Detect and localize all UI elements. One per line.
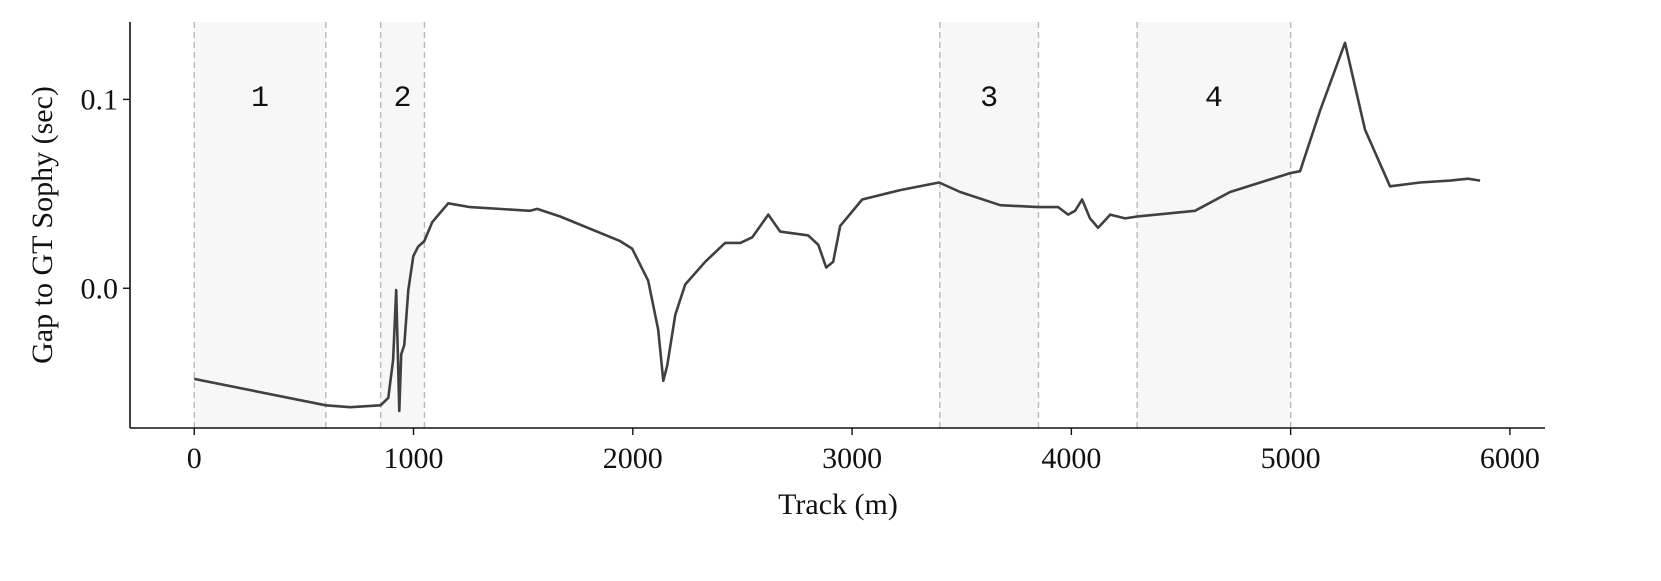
regions: 1 2 3 4 <box>193 22 1292 428</box>
x-tick-label: 6000 <box>1480 442 1540 475</box>
y-tick-label: 0.1 <box>81 83 119 116</box>
region-label: 3 <box>980 82 998 116</box>
region <box>1137 22 1291 428</box>
x-tick-label: 4000 <box>1041 442 1101 475</box>
region-label: 4 <box>1205 82 1223 116</box>
y-tick-label: 0.0 <box>81 272 119 305</box>
region <box>194 22 326 428</box>
x-tick-label: 0 <box>187 442 202 475</box>
x-tick-label: 2000 <box>603 442 663 475</box>
x-tick-label: 5000 <box>1261 442 1321 475</box>
x-tick-label: 3000 <box>822 442 882 475</box>
region-label: 2 <box>394 82 412 116</box>
region <box>380 22 425 428</box>
x-tick-label: 1000 <box>384 442 444 475</box>
axes: 0 1000 2000 3000 4000 5000 6000 0.0 0.1 <box>81 22 1545 475</box>
line <box>193 41 1481 413</box>
y-axis-label: Gap to GT Sophy (sec) <box>26 86 59 364</box>
x-axis-label: Track (m) <box>778 488 898 521</box>
region-label: 1 <box>251 82 269 116</box>
region <box>939 22 1039 428</box>
